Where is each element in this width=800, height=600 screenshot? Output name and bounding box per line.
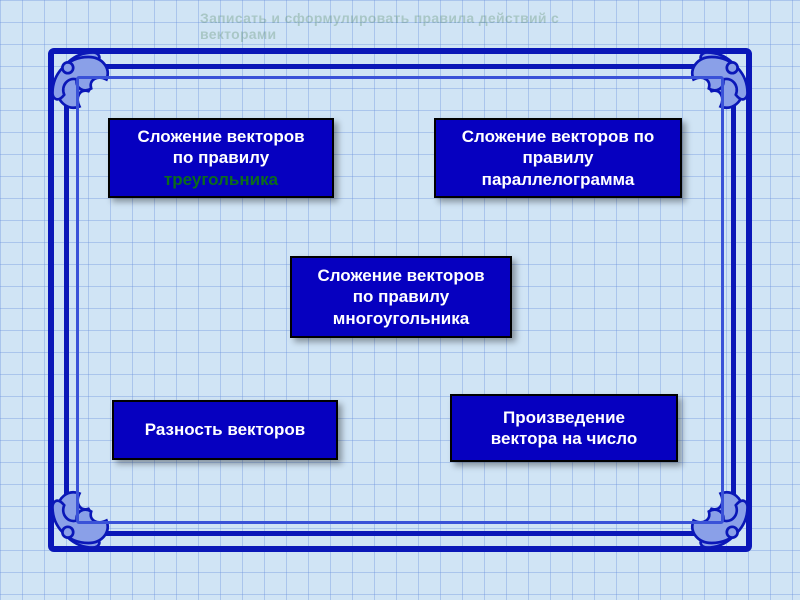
corner-ornament-icon [48,462,138,552]
box-vector-difference[interactable]: Разность векторов [112,400,338,460]
box-triangle-rule[interactable]: Сложение векторовпо правилутреугольника [108,118,334,198]
box-label: Сложение векторов поправилупараллелограм… [462,126,654,190]
box-label: Разность векторов [145,419,306,440]
faded-header: Записать и сформулировать правила действ… [200,10,600,42]
box-polygon-rule[interactable]: Сложение векторовпо правилумногоугольник… [290,256,512,338]
box-parallelogram-rule[interactable]: Сложение векторов поправилупараллелограм… [434,118,682,198]
box-vector-scalar-product[interactable]: Произведениевектора на число [450,394,678,462]
box-label: Сложение векторовпо правилумногоугольник… [317,265,484,329]
box-label: Произведениевектора на число [491,407,637,450]
corner-ornament-icon [662,462,752,552]
box-label: Сложение векторовпо правилутреугольника [137,126,304,190]
